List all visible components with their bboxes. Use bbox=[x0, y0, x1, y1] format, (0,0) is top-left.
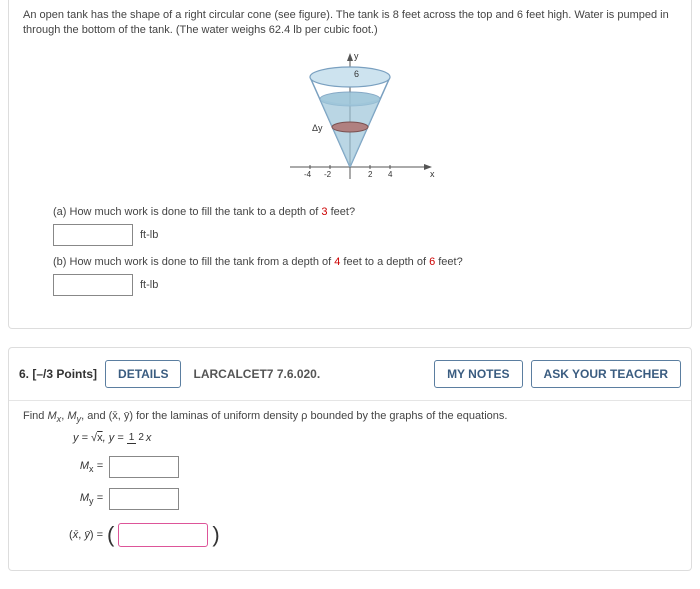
svg-text:6: 6 bbox=[354, 69, 359, 79]
q6-equations: y = √x, y = 12x bbox=[73, 432, 677, 444]
cone-figure: y x -4 -2 2 4 bbox=[23, 49, 677, 192]
q5-part-a: (a) How much work is done to fill the ta… bbox=[53, 206, 677, 218]
question-6-card: 6. [–/3 Points] DETAILS LARCALCET7 7.6.0… bbox=[8, 347, 692, 571]
paren-open: ( bbox=[107, 522, 114, 548]
mx-label: Mx = bbox=[53, 460, 103, 474]
xy-label: (x̄, ȳ) = bbox=[43, 529, 103, 541]
svg-text:-4: -4 bbox=[304, 170, 312, 179]
q5a-unit: ft-lb bbox=[140, 229, 158, 241]
svg-text:-2: -2 bbox=[324, 170, 332, 179]
my-notes-button[interactable]: MY NOTES bbox=[434, 360, 522, 388]
centroid-answer-input[interactable] bbox=[118, 523, 208, 547]
ask-teacher-button[interactable]: ASK YOUR TEACHER bbox=[531, 360, 681, 388]
q5b-answer-input[interactable] bbox=[53, 274, 133, 296]
q6-points: 6. [–/3 Points] bbox=[19, 367, 97, 381]
q6-refcode: LARCALCET7 7.6.020. bbox=[193, 367, 320, 381]
question-6-body: Find Mx, My, and (x̄, ȳ) for the laminas… bbox=[9, 401, 691, 570]
mx-answer-input[interactable] bbox=[109, 456, 179, 478]
my-label: My = bbox=[53, 492, 103, 506]
svg-text:4: 4 bbox=[388, 170, 393, 179]
svg-text:2: 2 bbox=[368, 170, 373, 179]
q5b-unit: ft-lb bbox=[140, 279, 158, 291]
q6-stem: Find Mx, My, and (x̄, ȳ) for the laminas… bbox=[23, 409, 677, 426]
q5a-answer-input[interactable] bbox=[53, 224, 133, 246]
details-button[interactable]: DETAILS bbox=[105, 360, 181, 388]
centroid-row: (x̄, ȳ) = ( ) bbox=[43, 522, 677, 548]
q5-stem: An open tank has the shape of a right ci… bbox=[23, 8, 677, 39]
y-axis-label: y bbox=[354, 51, 359, 61]
delta-y-label: Δy bbox=[312, 123, 323, 133]
question-6-header: 6. [–/3 Points] DETAILS LARCALCET7 7.6.0… bbox=[9, 348, 691, 401]
my-answer-input[interactable] bbox=[109, 488, 179, 510]
question-5-card: An open tank has the shape of a right ci… bbox=[8, 0, 692, 329]
paren-close: ) bbox=[212, 522, 219, 548]
question-5-body: An open tank has the shape of a right ci… bbox=[9, 0, 691, 328]
q5-part-b: (b) How much work is done to fill the ta… bbox=[53, 256, 677, 268]
x-axis-label: x bbox=[430, 169, 435, 179]
